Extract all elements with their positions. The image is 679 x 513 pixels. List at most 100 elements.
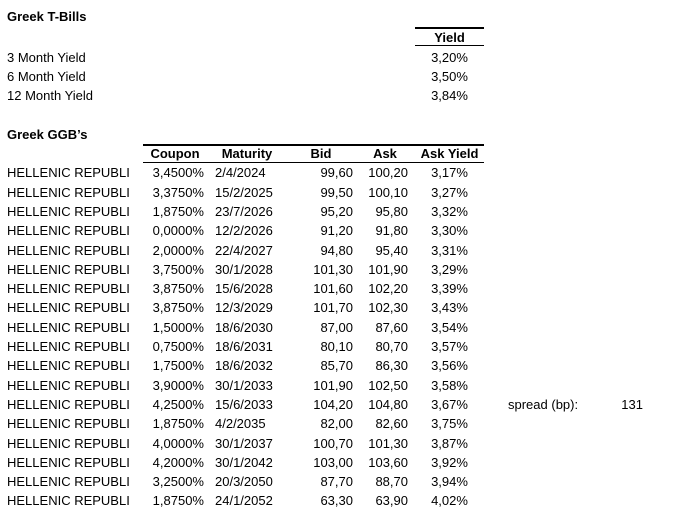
bond-bid: 85,70 bbox=[320, 358, 353, 374]
bond-ask: 100,10 bbox=[368, 184, 408, 200]
bond-coupon: 3,7500% bbox=[152, 261, 204, 277]
ggb-row: HELLENIC REPUBLI 1,5000% 18/6/2030 87,00… bbox=[0, 318, 679, 337]
bond-ask: 95,40 bbox=[375, 242, 408, 258]
header-ask-yield: Ask Yield bbox=[420, 146, 479, 162]
bond-ask: 104,80 bbox=[368, 396, 408, 412]
bond-coupon: 3,4500% bbox=[152, 165, 204, 181]
bond-coupon: 3,3750% bbox=[152, 184, 204, 200]
ggb-title: Greek GGB’s bbox=[7, 127, 88, 143]
tbills-yield-column-header: Yield bbox=[415, 27, 484, 47]
bond-maturity: 30/1/2042 bbox=[215, 454, 273, 470]
bond-coupon: 3,8750% bbox=[152, 281, 204, 297]
tbills-title: Greek T-Bills bbox=[7, 9, 87, 25]
bond-name: HELLENIC REPUBLI bbox=[7, 454, 130, 470]
bond-bid: 101,70 bbox=[313, 300, 353, 316]
ggb-row: HELLENIC REPUBLI 4,2500% 15/6/2033 104,2… bbox=[0, 395, 679, 414]
bond-maturity: 18/6/2031 bbox=[215, 339, 273, 355]
header-bid: Bid bbox=[310, 146, 332, 162]
bond-maturity: 2/4/2024 bbox=[215, 165, 266, 181]
bond-name: HELLENIC REPUBLI bbox=[7, 261, 130, 277]
bond-maturity: 15/6/2028 bbox=[215, 281, 273, 297]
bond-maturity: 18/6/2030 bbox=[215, 319, 273, 335]
bond-name: HELLENIC REPUBLI bbox=[7, 339, 130, 355]
tbill-label: 12 Month Yield bbox=[7, 88, 94, 104]
bond-maturity: 24/1/2052 bbox=[215, 493, 273, 509]
ggb-row: HELLENIC REPUBLI 4,0000% 30/1/2037 100,7… bbox=[0, 433, 679, 452]
ggb-row: HELLENIC REPUBLI 3,8750% 15/6/2028 101,6… bbox=[0, 279, 679, 298]
bond-ask-yield: 3,31% bbox=[431, 242, 468, 258]
bond-name: HELLENIC REPUBLI bbox=[7, 435, 130, 451]
bond-name: HELLENIC REPUBLI bbox=[7, 165, 130, 181]
bond-maturity: 20/3/2050 bbox=[215, 474, 273, 490]
bond-ask-yield: 3,32% bbox=[431, 203, 468, 219]
bond-name: HELLENIC REPUBLI bbox=[7, 203, 130, 219]
bond-bid: 100,70 bbox=[313, 435, 353, 451]
bond-bid: 101,90 bbox=[313, 377, 353, 393]
bond-bid: 101,60 bbox=[313, 281, 353, 297]
ggb-row: HELLENIC REPUBLI 1,8750% 24/1/2052 63,30… bbox=[0, 491, 679, 510]
bond-name: HELLENIC REPUBLI bbox=[7, 493, 130, 509]
bond-bid: 80,10 bbox=[320, 339, 353, 355]
bond-ask-yield: 3,58% bbox=[431, 377, 468, 393]
bond-maturity: 22/4/2027 bbox=[215, 242, 273, 258]
bond-coupon: 1,8750% bbox=[152, 203, 204, 219]
bond-maturity: 15/6/2033 bbox=[215, 396, 273, 412]
bond-ask-yield: 3,54% bbox=[431, 319, 468, 335]
bond-bid: 94,80 bbox=[320, 242, 353, 258]
bond-bid: 104,20 bbox=[313, 396, 353, 412]
bond-ask: 102,20 bbox=[368, 281, 408, 297]
bond-coupon: 1,8750% bbox=[152, 416, 204, 432]
bond-ask: 80,70 bbox=[375, 339, 408, 355]
bond-ask-yield: 3,39% bbox=[431, 281, 468, 297]
ggb-row: HELLENIC REPUBLI 3,2500% 20/3/2050 87,70… bbox=[0, 472, 679, 491]
bond-ask: 102,50 bbox=[368, 377, 408, 393]
bond-ask: 63,90 bbox=[375, 493, 408, 509]
ggb-row: HELLENIC REPUBLI 3,9000% 30/1/2033 101,9… bbox=[0, 376, 679, 395]
bond-bid: 99,60 bbox=[320, 165, 353, 181]
bond-ask-yield: 3,17% bbox=[431, 165, 468, 181]
bond-name: HELLENIC REPUBLI bbox=[7, 300, 130, 316]
bond-bid: 99,50 bbox=[320, 184, 353, 200]
bond-name: HELLENIC REPUBLI bbox=[7, 377, 130, 393]
bond-ask: 95,80 bbox=[375, 203, 408, 219]
bond-coupon: 4,0000% bbox=[152, 435, 204, 451]
bond-maturity: 12/3/2029 bbox=[215, 300, 273, 316]
bond-coupon: 3,9000% bbox=[152, 377, 204, 393]
bond-ask-yield: 3,29% bbox=[431, 261, 468, 277]
header-ask: Ask bbox=[373, 146, 397, 162]
bond-ask: 100,20 bbox=[368, 165, 408, 181]
bond-bid: 95,20 bbox=[320, 203, 353, 219]
tbill-row: 3 Month Yield 3,20% bbox=[0, 48, 679, 67]
bond-bid: 103,00 bbox=[313, 454, 353, 470]
tbill-row: 6 Month Yield 3,50% bbox=[0, 67, 679, 86]
ggb-row: HELLENIC REPUBLI 3,8750% 12/3/2029 101,7… bbox=[0, 298, 679, 317]
bond-ask-yield: 3,67% bbox=[431, 396, 468, 412]
bond-name: HELLENIC REPUBLI bbox=[7, 358, 130, 374]
bond-ask-yield: 3,57% bbox=[431, 339, 468, 355]
bond-maturity: 12/2/2026 bbox=[215, 223, 273, 239]
ggb-row: HELLENIC REPUBLI 3,3750% 15/2/2025 99,50… bbox=[0, 183, 679, 202]
bond-coupon: 0,0000% bbox=[152, 223, 204, 239]
bond-coupon: 0,7500% bbox=[152, 339, 204, 355]
bond-ask: 87,60 bbox=[375, 319, 408, 335]
ggb-row: HELLENIC REPUBLI 4,2000% 30/1/2042 103,0… bbox=[0, 453, 679, 472]
bond-ask-yield: 3,27% bbox=[431, 184, 468, 200]
bond-bid: 101,30 bbox=[313, 261, 353, 277]
bond-name: HELLENIC REPUBLI bbox=[7, 474, 130, 490]
bond-maturity: 4/2/2035 bbox=[215, 416, 266, 432]
bond-coupon: 2,0000% bbox=[152, 242, 204, 258]
bond-maturity: 30/1/2028 bbox=[215, 261, 273, 277]
bond-maturity: 30/1/2037 bbox=[215, 435, 273, 451]
bond-name: HELLENIC REPUBLI bbox=[7, 396, 130, 412]
spread-label: spread (bp): bbox=[508, 396, 579, 412]
bond-maturity: 23/7/2026 bbox=[215, 203, 273, 219]
ggb-row: HELLENIC REPUBLI 2,0000% 22/4/2027 94,80… bbox=[0, 240, 679, 259]
bond-name: HELLENIC REPUBLI bbox=[7, 223, 130, 239]
tbill-label: 6 Month Yield bbox=[7, 68, 86, 84]
ggb-row: HELLENIC REPUBLI 1,8750% 4/2/2035 82,00 … bbox=[0, 414, 679, 433]
bond-ask: 103,60 bbox=[368, 454, 408, 470]
bond-name: HELLENIC REPUBLI bbox=[7, 184, 130, 200]
bond-bid: 63,30 bbox=[320, 493, 353, 509]
bond-coupon: 1,7500% bbox=[152, 358, 204, 374]
